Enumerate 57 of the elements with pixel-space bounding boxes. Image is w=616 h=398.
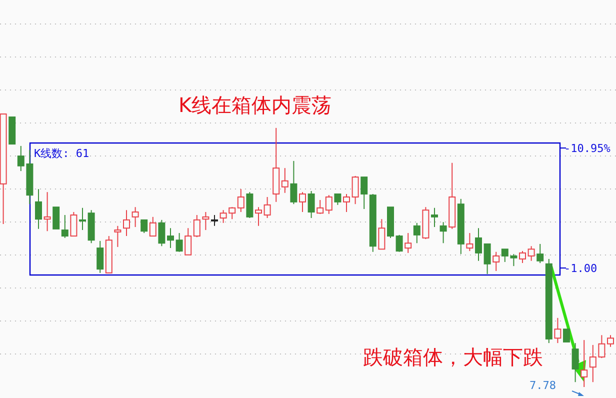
candlestick [44,192,51,232]
candlestick [536,243,544,264]
annotation: 跌破箱体，大幅下跌 [363,345,543,369]
candlestick [123,210,130,237]
candlestick [440,222,447,244]
candlestick [413,222,420,244]
candlestick [70,212,78,237]
candlestick [149,216,156,237]
candlestick [580,340,588,388]
candlestick [211,214,218,226]
candlestick [554,317,562,344]
candlestick [607,334,614,348]
candlestick [528,246,535,262]
candlestick [52,206,60,230]
candlestick [431,207,438,228]
candlestick [96,240,104,274]
candlestick [352,175,359,205]
candlestick [572,342,579,383]
candlestick [299,192,306,213]
candlestick [290,160,298,205]
candlestick [264,196,271,219]
candlestick [246,192,254,219]
candlestick [237,188,244,213]
candlestick [308,190,315,219]
candlestick [492,251,500,272]
candlestick [255,206,262,226]
candlestick [360,176,368,210]
annotation: K线在箱体内震荡 [178,93,332,117]
candlestick [167,228,174,249]
annotation: 7.78 [530,379,556,392]
candlestick [519,250,526,264]
candlestick [404,232,412,254]
candlestick [466,232,474,252]
annotation: K线数: 61 [34,147,90,160]
candlestick [563,328,570,342]
candlestick [114,225,122,248]
candlestick [334,193,342,206]
candlestick [176,232,183,252]
candlestick [79,207,86,231]
candlestick [325,194,332,214]
candlestick [378,218,386,250]
candlestick [35,188,42,230]
candlestick [475,228,482,262]
annotation: -10.95% [564,142,611,155]
candlestick [316,199,324,214]
candlestick [202,212,210,231]
candlestick [61,214,68,238]
candlestick [281,168,288,194]
candlestick [158,219,166,247]
candlestick [484,243,491,274]
annotation: -1.00 [564,262,598,275]
candlestick [140,219,148,234]
candlestick [343,193,350,213]
candlestick [193,214,200,238]
candlestick [132,206,139,228]
candlestick [184,228,192,256]
candlestick [396,234,403,252]
